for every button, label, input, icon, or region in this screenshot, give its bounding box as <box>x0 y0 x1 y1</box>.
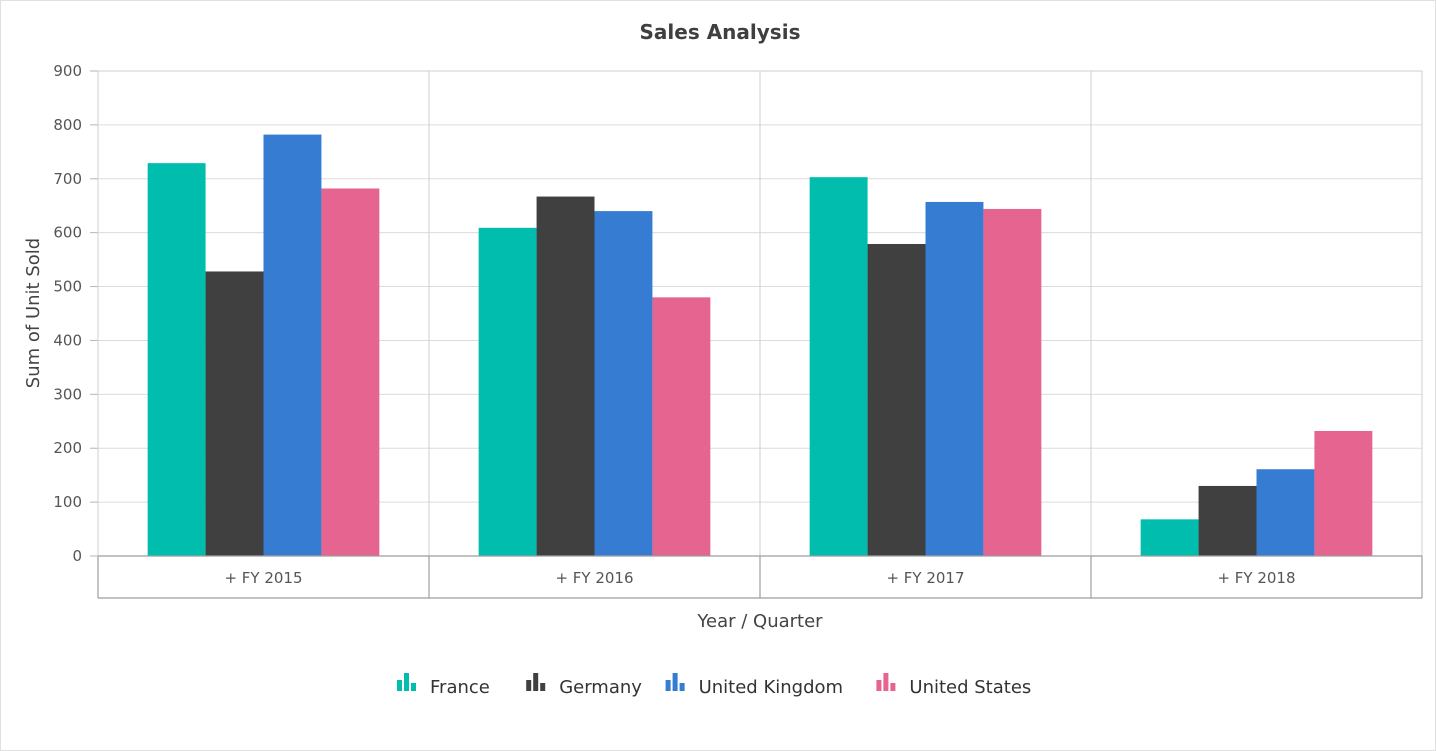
bar-united-states-3[interactable] <box>1314 430 1373 556</box>
y-tick-label: 900 <box>53 62 82 80</box>
y-tick-label: 200 <box>53 439 82 457</box>
legend-label: United Kingdom <box>699 677 843 698</box>
x-axis: + FY 2015 + FY 2016 + FY 2017 + FY 2018 <box>97 555 1423 599</box>
y-tick-label: 700 <box>53 170 82 188</box>
legend-item-germany[interactable]: Germany <box>526 673 642 698</box>
x-category-label[interactable]: + FY 2017 <box>886 569 964 587</box>
bar-chart-icon <box>397 673 416 691</box>
y-tick-label: 100 <box>53 493 82 511</box>
y-axis-title: Sum of Unit Sold <box>23 238 44 388</box>
chart-title: Sales Analysis <box>640 20 801 44</box>
bar-united-kingdom-2[interactable] <box>925 201 984 556</box>
bar-chart-icon <box>526 673 546 691</box>
bar-france-1[interactable] <box>478 227 537 557</box>
y-tick-label: 0 <box>72 547 82 565</box>
bar-germany-2[interactable] <box>867 243 926 556</box>
x-category-label[interactable]: + FY 2018 <box>1217 569 1295 587</box>
bar-germany-0[interactable] <box>205 271 264 556</box>
legend-label: United States <box>909 677 1031 698</box>
bar-france-0[interactable] <box>147 163 206 556</box>
y-tick-label: 800 <box>53 116 82 134</box>
bar-united-states-0[interactable] <box>321 188 380 556</box>
bar-chart-icon <box>876 673 896 691</box>
bar-united-kingdom-3[interactable] <box>1256 469 1315 556</box>
y-tick-label: 600 <box>53 224 82 242</box>
bar-series <box>147 134 1373 557</box>
bar-united-states-2[interactable] <box>983 208 1042 556</box>
y-tick-label: 500 <box>53 278 82 296</box>
y-tick-label: 300 <box>53 385 82 403</box>
legend-label: Germany <box>559 677 642 698</box>
legend-item-france[interactable]: France <box>397 673 490 698</box>
y-axis-tick-labels: 0 100 200 300 400 500 600 700 800 900 <box>53 62 82 565</box>
legend: France Germany United Kingdom United States <box>397 673 1031 698</box>
x-category-label[interactable]: + FY 2015 <box>224 569 302 587</box>
bar-united-kingdom-0[interactable] <box>263 134 322 557</box>
bar-germany-1[interactable] <box>536 196 595 557</box>
legend-item-united-states[interactable]: United States <box>876 673 1031 698</box>
bar-chart-icon <box>665 673 685 691</box>
y-tick-label: 400 <box>53 331 82 349</box>
bar-france-2[interactable] <box>809 177 868 556</box>
x-axis-title: Year / Quarter <box>696 611 823 632</box>
bar-france-3[interactable] <box>1140 519 1199 556</box>
bar-germany-3[interactable] <box>1198 485 1257 556</box>
bar-united-states-1[interactable] <box>652 297 711 556</box>
x-category-label[interactable]: + FY 2016 <box>555 569 633 587</box>
bar-united-kingdom-1[interactable] <box>594 211 653 556</box>
legend-label: France <box>430 677 490 698</box>
legend-item-united-kingdom[interactable]: United Kingdom <box>665 673 843 698</box>
